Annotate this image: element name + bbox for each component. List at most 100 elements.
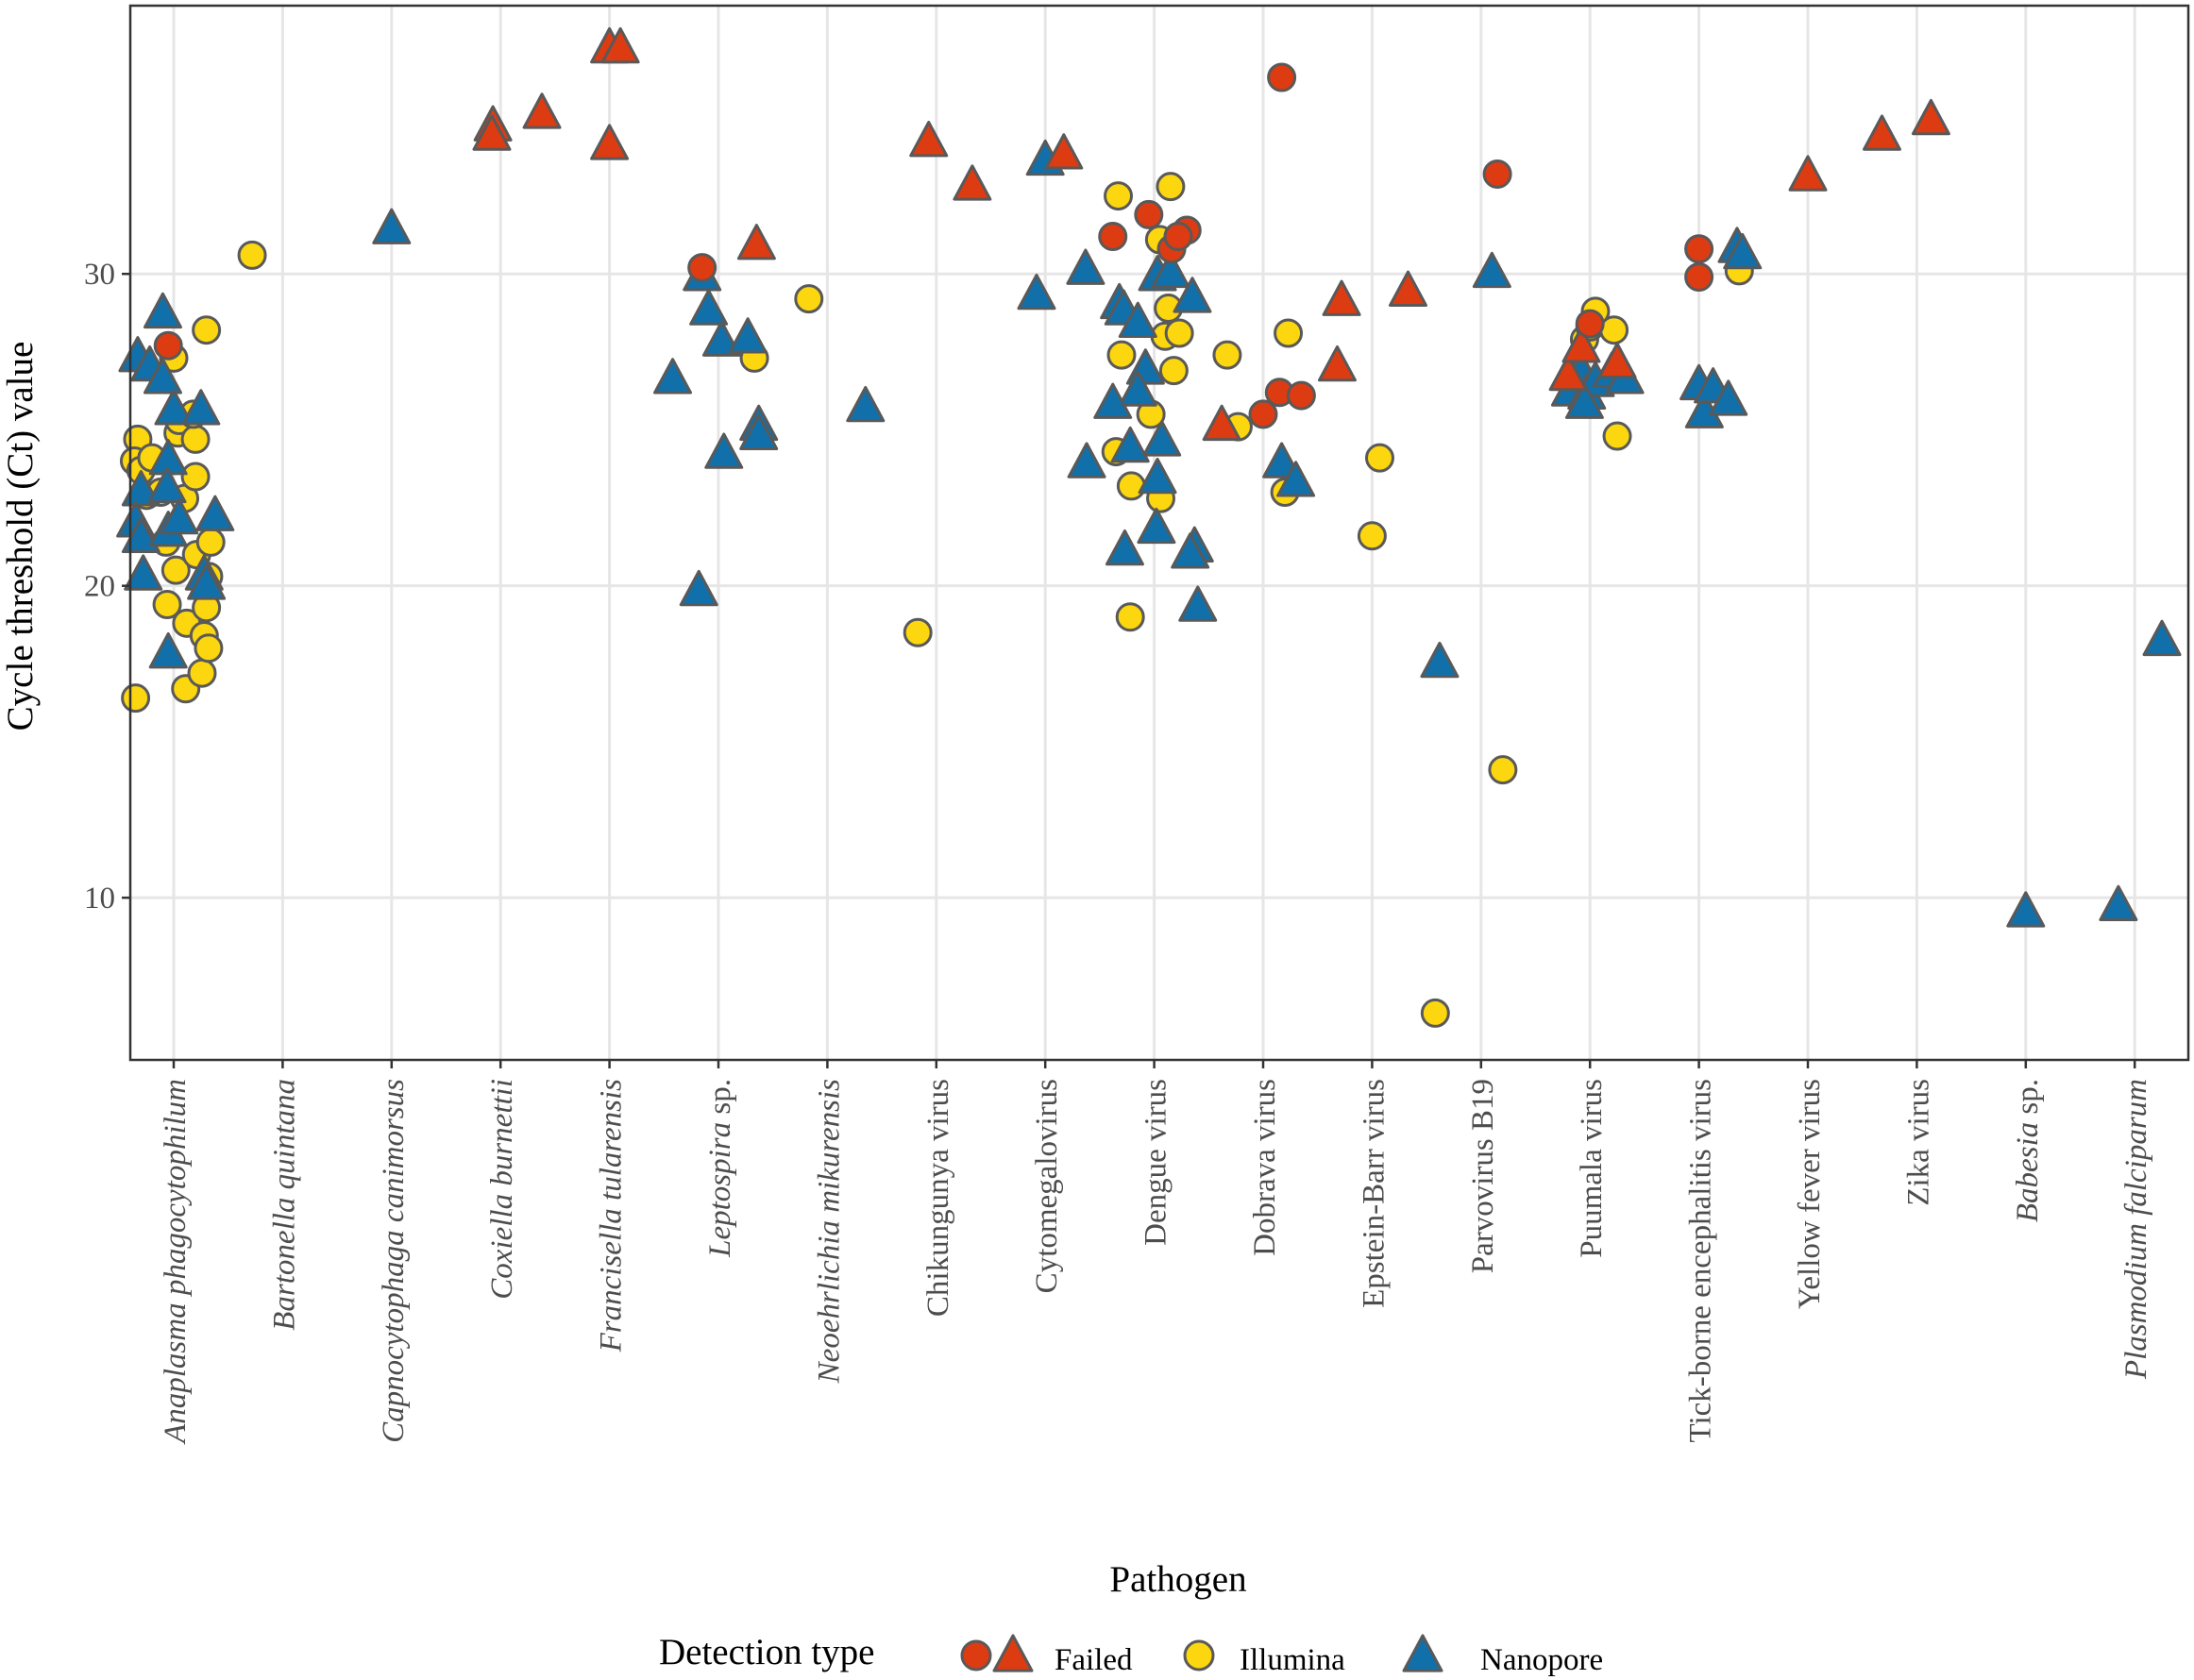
- failed-point: [1482, 159, 1512, 189]
- x-tick-label: Cytomegalovirus: [1030, 1079, 1064, 1293]
- x-tick-label-text: Yellow fever virus: [1793, 1079, 1827, 1309]
- illumina-point: [1164, 318, 1194, 348]
- nanopore-point: [187, 563, 227, 600]
- x-tick-label-italic: Bartonella quintana: [267, 1079, 301, 1331]
- illumina-point: [1274, 318, 1304, 348]
- x-tick-label-italic: Neoehrlichia mikurensis: [812, 1079, 846, 1384]
- legend-nanopore-label: Nanopore: [1480, 1643, 1603, 1677]
- nanopore-point: [1105, 529, 1144, 566]
- nanopore-point: [1142, 420, 1182, 457]
- x-tick-label: Bartonella quintana: [267, 1079, 301, 1331]
- failed-point: [590, 124, 630, 160]
- x-tick-label: Plasmodium falciparum: [2119, 1079, 2153, 1380]
- nanopore-point: [704, 432, 744, 469]
- nanopore-point: [2006, 891, 2046, 928]
- nanopore-point: [653, 358, 693, 395]
- x-tick-label: Parvovirus B19: [1466, 1079, 1500, 1273]
- failed-point: [1134, 199, 1164, 229]
- failed-point: [1561, 327, 1601, 363]
- nanopore-point: [181, 389, 221, 426]
- nanopore-point: [846, 385, 886, 423]
- illumina-point: [237, 240, 267, 270]
- illumina-point: [794, 284, 824, 314]
- illumina-point: [1357, 521, 1387, 551]
- x-tick-label-italic: Coxiella burnettii: [485, 1079, 519, 1300]
- illumina-point: [1116, 471, 1146, 501]
- x-tick-label: Chikungunya virus: [921, 1079, 955, 1317]
- x-tick-label-text: Dobrava virus: [1248, 1079, 1282, 1256]
- failed-point: [1548, 354, 1588, 392]
- illumina-point: [180, 424, 211, 454]
- nanopore-point: [372, 208, 412, 244]
- nanopore-point: [1066, 248, 1105, 285]
- failed-point: [1788, 155, 1828, 192]
- illumina-point: [121, 683, 151, 714]
- nanopore-point: [1178, 585, 1218, 622]
- failed-point: [1267, 62, 1297, 92]
- failed-point: [472, 114, 512, 151]
- x-tick-label-text: sp.: [2011, 1079, 2045, 1122]
- failed-point: [1317, 344, 1357, 382]
- x-tick-label-text: sp.: [703, 1079, 737, 1122]
- legend-failed-circle-icon: [960, 1639, 992, 1672]
- failed-point: [1684, 234, 1714, 264]
- x-tick-label: Francisella tularensis: [595, 1079, 629, 1352]
- illumina-point: [903, 617, 933, 647]
- x-tick-label-text: Parvovirus B19: [1466, 1079, 1500, 1273]
- legend-illumina-label: Illumina: [1240, 1643, 1345, 1677]
- nanopore-point: [124, 554, 163, 591]
- illumina-point: [192, 315, 222, 345]
- nanopore-point: [1118, 370, 1157, 407]
- nanopore-point: [701, 320, 741, 357]
- illumina-point: [1488, 755, 1518, 785]
- nanopore-point: [121, 470, 160, 507]
- failed-point: [1911, 98, 1950, 136]
- legend-title: Detection type: [659, 1632, 875, 1672]
- nanopore-point: [1276, 461, 1316, 497]
- y-axis-title: Cycle threshold (Ct) value: [0, 342, 41, 731]
- failed-point: [600, 26, 640, 64]
- x-tick-label-text: Cytomegalovirus: [1030, 1079, 1064, 1293]
- x-tick-label-text: Zika virus: [1901, 1079, 1935, 1206]
- failed-point: [153, 330, 183, 361]
- x-tick-label-text: Puumala virus: [1575, 1079, 1609, 1258]
- failed-point: [1098, 222, 1128, 252]
- x-tick-label: Tick-borne encephalitis virus: [1684, 1079, 1718, 1443]
- x-tick-label: Puumala virus: [1575, 1079, 1609, 1258]
- nanopore-point: [1420, 641, 1460, 679]
- x-tick-label: Neoehrlichia mikurensis: [812, 1079, 846, 1384]
- nanopore-point: [1171, 532, 1210, 569]
- nanopore-point: [148, 631, 188, 669]
- x-tick-label: Capnocytophaga canimorsus: [377, 1079, 411, 1443]
- illumina-point: [194, 633, 224, 664]
- nanopore-point: [1709, 379, 1748, 416]
- failed-point: [1163, 222, 1193, 252]
- x-tick-label: Yellow fever virus: [1793, 1079, 1827, 1309]
- x-tick-label: Dengue virus: [1139, 1079, 1173, 1246]
- nanopore-point: [154, 389, 194, 426]
- nanopore-point: [1173, 277, 1212, 313]
- nanopore-point: [1564, 382, 1604, 419]
- data-points: [116, 26, 2182, 1028]
- x-tick-label-italic: Anaplasma phagocytophilum: [159, 1079, 193, 1445]
- x-tick-label-italic: Babesia: [2011, 1122, 2045, 1222]
- y-axis: 10 20 30: [84, 258, 130, 916]
- nanopore-point: [1138, 457, 1177, 495]
- y-tick-label: 30: [84, 258, 115, 292]
- nanopore-point: [1110, 426, 1150, 463]
- nanopore-point: [1262, 442, 1302, 479]
- failed-point: [1248, 399, 1278, 429]
- nanopore-point: [1017, 273, 1056, 311]
- legend: Detection type Failed Illumina Nanopore: [659, 1632, 1603, 1677]
- x-tick-label: Epstein-Barr virus: [1357, 1079, 1391, 1308]
- illumina-point: [1212, 340, 1242, 370]
- nanopore-point: [739, 413, 779, 450]
- illumina-point: [160, 555, 191, 585]
- legend-failed-label: Failed: [1055, 1643, 1133, 1677]
- x-tick-label-text: Chikungunya virus: [921, 1079, 955, 1317]
- failed-point: [687, 253, 717, 283]
- x-tick-label: Dobrava virus: [1248, 1079, 1282, 1256]
- x-tick-label-italic: Plasmodium falciparum: [2119, 1079, 2153, 1380]
- plot-panel-border: [128, 4, 2190, 1062]
- x-tick-label-text: Tick-borne encephalitis virus: [1684, 1079, 1718, 1443]
